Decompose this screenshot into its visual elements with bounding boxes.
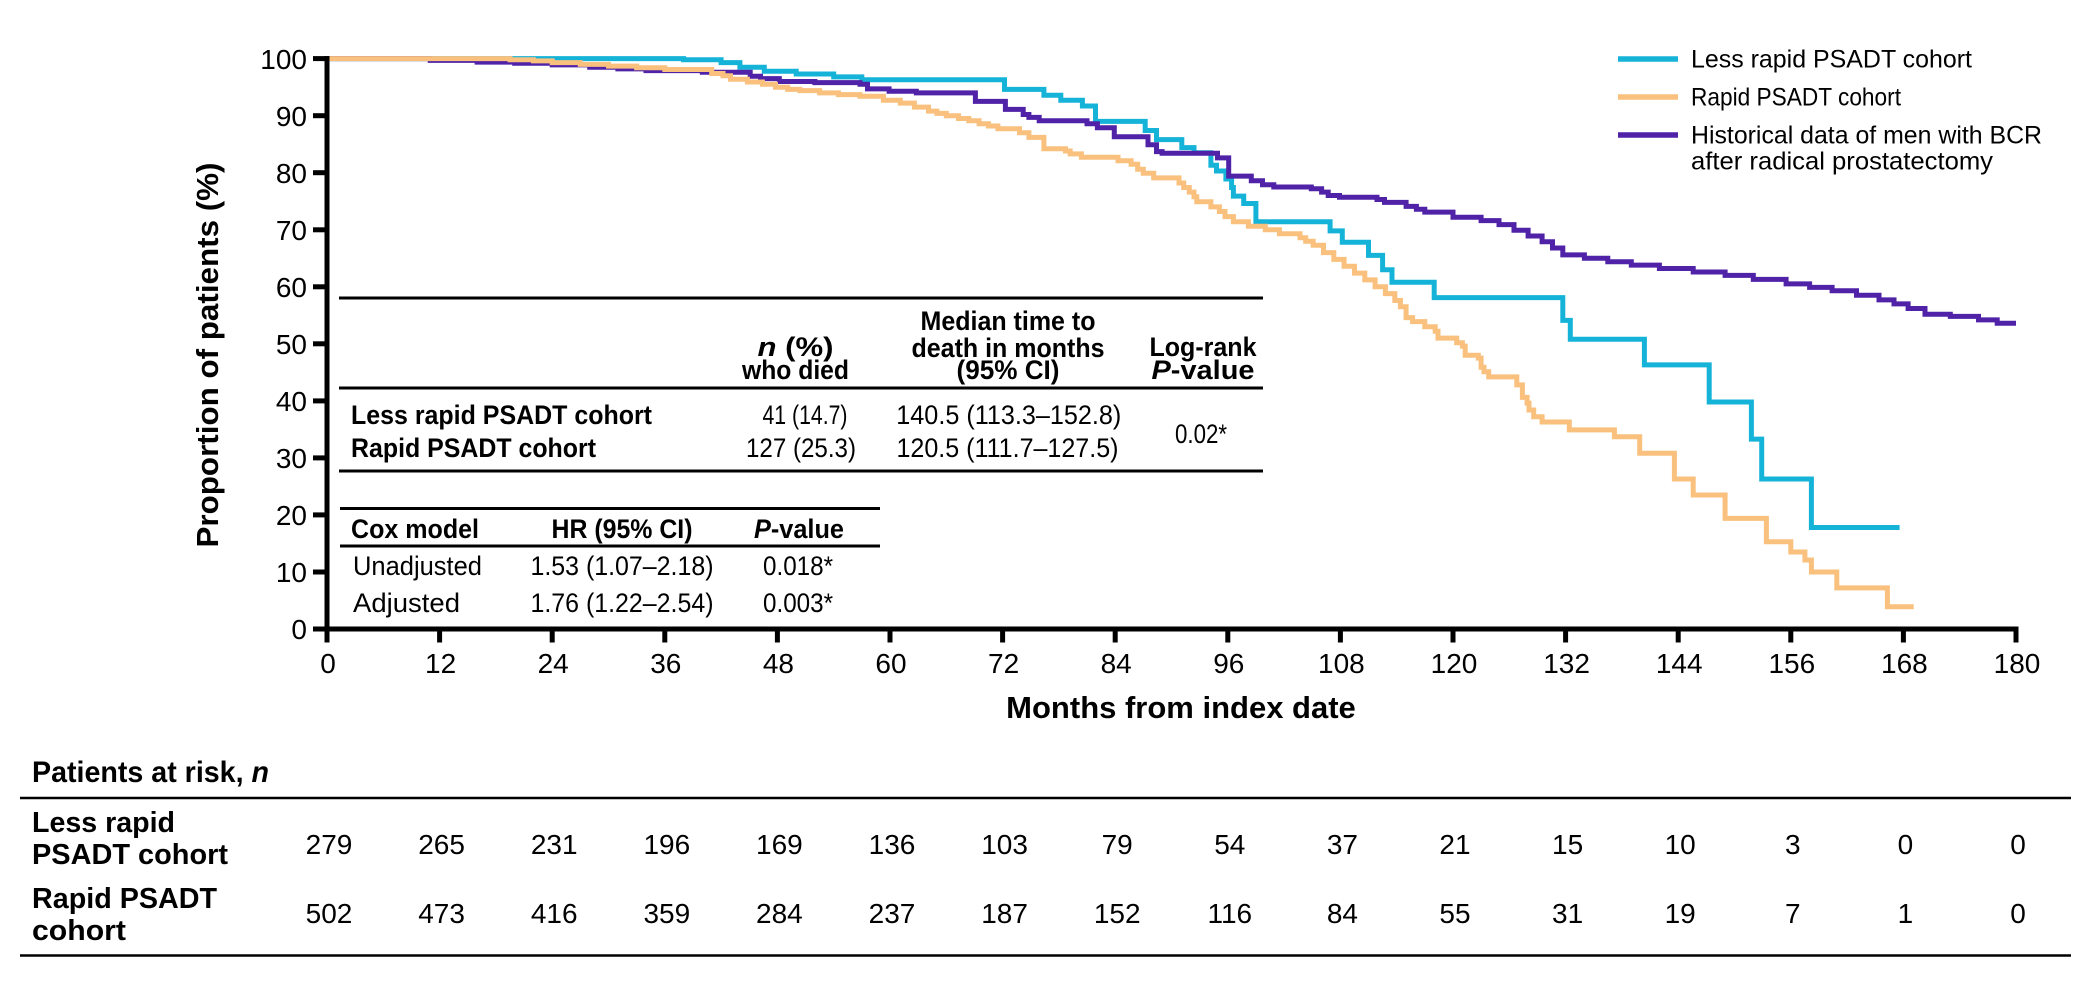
svg-text:0.003*: 0.003* — [763, 588, 833, 618]
svg-text:265: 265 — [418, 829, 465, 860]
svg-text:3: 3 — [1785, 829, 1801, 860]
svg-text:24: 24 — [538, 648, 569, 679]
svg-text:HR (95% CI): HR (95% CI) — [552, 514, 693, 544]
svg-text:187: 187 — [981, 898, 1028, 929]
svg-text:284: 284 — [756, 898, 803, 929]
svg-text:Proportion of patients (%): Proportion of patients (%) — [190, 163, 225, 548]
svg-text:Median time to: Median time to — [921, 306, 1096, 336]
svg-text:359: 359 — [643, 898, 690, 929]
svg-text:140.5 (113.3–152.8): 140.5 (113.3–152.8) — [896, 400, 1121, 430]
svg-text:Cox model: Cox model — [351, 514, 479, 544]
svg-text:237: 237 — [869, 898, 916, 929]
svg-text:80: 80 — [276, 158, 307, 189]
svg-text:0: 0 — [320, 648, 336, 679]
svg-text:502: 502 — [306, 898, 353, 929]
svg-text:60: 60 — [875, 648, 906, 679]
svg-text:96: 96 — [1213, 648, 1244, 679]
svg-text:10: 10 — [1665, 829, 1696, 860]
svg-text:152: 152 — [1094, 898, 1141, 929]
svg-text:19: 19 — [1665, 898, 1696, 929]
svg-text:180: 180 — [1994, 648, 2041, 679]
svg-text:Log-rank: Log-rank — [1150, 332, 1258, 362]
svg-text:Rapid PSADT: Rapid PSADT — [32, 883, 217, 915]
svg-text:n (%): n (%) — [758, 332, 834, 362]
svg-text:0: 0 — [2010, 829, 2026, 860]
svg-text:0: 0 — [2010, 898, 2026, 929]
svg-text:1: 1 — [1898, 898, 1914, 929]
svg-text:231: 231 — [531, 829, 578, 860]
svg-text:120: 120 — [1431, 648, 1478, 679]
svg-text:41 (14.7): 41 (14.7) — [763, 400, 848, 430]
svg-text:37: 37 — [1327, 829, 1358, 860]
svg-text:12: 12 — [425, 648, 456, 679]
svg-text:death in months: death in months — [912, 333, 1105, 363]
svg-text:116: 116 — [1207, 898, 1252, 929]
svg-text:1.53 (1.07–2.18): 1.53 (1.07–2.18) — [531, 551, 714, 581]
svg-text:1.76 (1.22–2.54): 1.76 (1.22–2.54) — [531, 588, 714, 618]
svg-text:196: 196 — [643, 829, 690, 860]
svg-text:Adjusted: Adjusted — [353, 588, 460, 618]
svg-text:Patients at risk, n: Patients at risk, n — [32, 756, 269, 789]
svg-text:Less rapid: Less rapid — [32, 807, 175, 839]
svg-text:416: 416 — [531, 898, 578, 929]
svg-text:20: 20 — [276, 500, 307, 531]
svg-text:P-value: P-value — [1152, 355, 1255, 385]
svg-text:15: 15 — [1552, 829, 1583, 860]
svg-text:0: 0 — [1898, 829, 1914, 860]
svg-text:168: 168 — [1881, 648, 1928, 679]
svg-text:108: 108 — [1318, 648, 1365, 679]
svg-text:Less rapid PSADT cohort: Less rapid PSADT cohort — [351, 400, 652, 430]
svg-text:cohort: cohort — [32, 915, 126, 947]
svg-text:Months from index date: Months from index date — [1006, 690, 1356, 725]
svg-text:169: 169 — [756, 829, 803, 860]
svg-text:55: 55 — [1439, 898, 1470, 929]
svg-text:36: 36 — [650, 648, 681, 679]
svg-text:0.02*: 0.02* — [1175, 419, 1227, 449]
svg-text:Less rapid PSADT cohort: Less rapid PSADT cohort — [1691, 46, 1972, 74]
svg-text:48: 48 — [763, 648, 794, 679]
svg-text:127 (25.3): 127 (25.3) — [746, 433, 856, 463]
svg-text:100: 100 — [260, 44, 307, 75]
svg-text:who died: who died — [741, 355, 849, 385]
svg-text:50: 50 — [276, 329, 307, 360]
svg-text:54: 54 — [1214, 829, 1245, 860]
svg-text:144: 144 — [1656, 648, 1703, 679]
svg-text:70: 70 — [276, 215, 307, 246]
svg-text:(95% CI): (95% CI) — [957, 355, 1060, 385]
svg-text:72: 72 — [988, 648, 1019, 679]
svg-text:79: 79 — [1102, 829, 1133, 860]
svg-text:0: 0 — [291, 614, 307, 645]
svg-text:473: 473 — [418, 898, 465, 929]
svg-text:279: 279 — [306, 829, 353, 860]
svg-text:after radical prostatectomy: after radical prostatectomy — [1691, 148, 1994, 176]
svg-text:90: 90 — [276, 101, 307, 132]
svg-text:60: 60 — [276, 272, 307, 303]
svg-text:84: 84 — [1101, 648, 1132, 679]
svg-text:30: 30 — [276, 443, 307, 474]
svg-text:40: 40 — [276, 386, 307, 417]
svg-text:Rapid PSADT cohort: Rapid PSADT cohort — [1691, 84, 1901, 112]
svg-text:0.018*: 0.018* — [763, 551, 833, 581]
svg-text:31: 31 — [1552, 898, 1583, 929]
svg-text:7: 7 — [1785, 898, 1801, 929]
svg-text:84: 84 — [1327, 898, 1358, 929]
svg-text:132: 132 — [1543, 648, 1590, 679]
svg-text:PSADT cohort: PSADT cohort — [32, 839, 228, 871]
svg-text:156: 156 — [1768, 648, 1815, 679]
svg-text:120.5 (111.7–127.5): 120.5 (111.7–127.5) — [897, 433, 1119, 463]
svg-text:103: 103 — [981, 829, 1028, 860]
svg-text:Historical data of men with BC: Historical data of men with BCR — [1691, 122, 2042, 150]
svg-text:21: 21 — [1439, 829, 1470, 860]
svg-text:Unadjusted: Unadjusted — [353, 551, 482, 581]
svg-text:Rapid PSADT cohort: Rapid PSADT cohort — [351, 433, 596, 463]
svg-text:136: 136 — [869, 829, 916, 860]
svg-text:10: 10 — [276, 557, 307, 588]
svg-text:P-value: P-value — [754, 514, 844, 544]
